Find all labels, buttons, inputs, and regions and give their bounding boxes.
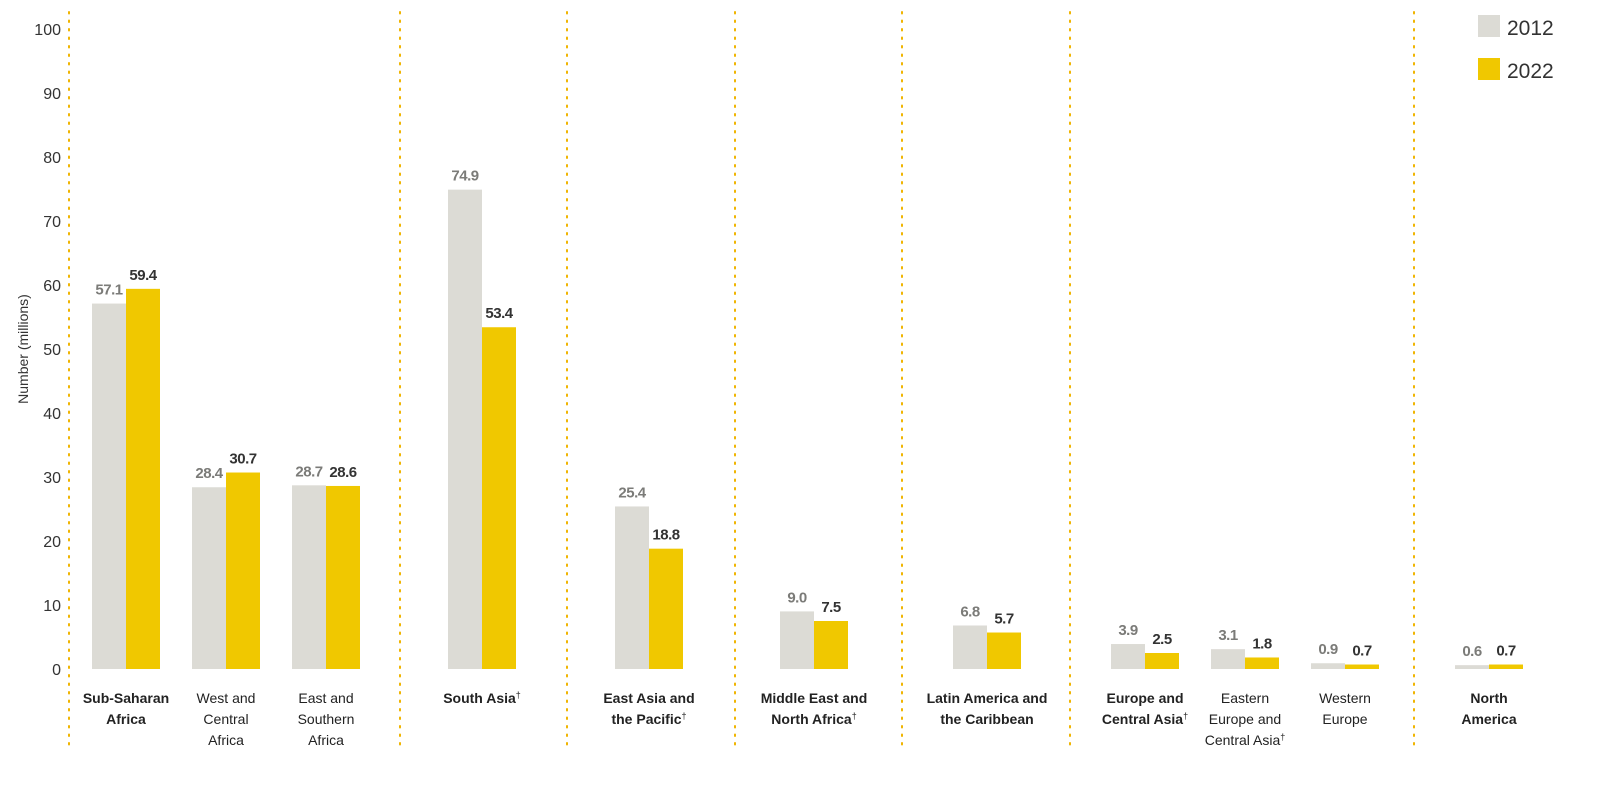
value-label-2022: 28.6 — [329, 464, 356, 481]
y-tick-label: 100 — [34, 22, 61, 39]
category-label: East and Southern Africa — [298, 690, 355, 748]
y-tick-label: 10 — [43, 598, 61, 615]
bar-2012 — [192, 487, 226, 669]
bar-2022 — [1245, 657, 1279, 669]
category-label: Europe and Central Asia† — [1102, 690, 1188, 727]
bar-2012 — [448, 189, 482, 669]
bar-2012 — [1311, 663, 1345, 669]
value-label-2022: 5.7 — [994, 611, 1014, 628]
bar-2012 — [92, 303, 126, 669]
category-label: Western Europe — [1319, 690, 1371, 727]
bar-2012 — [292, 485, 326, 669]
value-labels: 57.1 59.4 28.4 30.7 28.7 28.6 74.9 53.4 25.4 18.8… — [95, 168, 1516, 661]
value-label-2022: 59.4 — [129, 267, 157, 284]
y-tick-label: 30 — [43, 470, 61, 487]
category-label: Eastern Europe and Central Asia† — [1205, 690, 1286, 748]
value-label-2012: 28.7 — [295, 463, 322, 480]
value-label-2012: 9.0 — [787, 589, 807, 606]
legend-label-2022: 2022 — [1507, 60, 1554, 83]
bar-2012 — [953, 625, 987, 669]
category-label: East Asia and the Pacific† — [603, 690, 694, 727]
category-label: Middle East and North Africa† — [761, 690, 868, 727]
y-tick-label: 90 — [43, 86, 61, 103]
value-label-2012: 6.8 — [960, 603, 980, 620]
bar-2022 — [1145, 653, 1179, 669]
category-labels: Sub-Saharan Africa West and Central Africa Ea… — [83, 690, 1517, 748]
y-axis-label: Number (millions) — [15, 294, 31, 404]
value-label-2012: 0.9 — [1318, 641, 1338, 658]
bar-2022 — [326, 485, 360, 669]
bar-2012 — [1211, 649, 1245, 669]
value-label-2012: 74.9 — [451, 168, 478, 185]
y-axis: 0 10 20 30 40 50 60 70 80 90 100 — [34, 22, 61, 679]
value-label-2012: 3.1 — [1218, 627, 1238, 644]
value-label-2022: 0.7 — [1496, 643, 1516, 660]
value-label-2022: 18.8 — [652, 527, 679, 544]
category-label: South Asia† — [443, 690, 521, 706]
y-tick-label: 40 — [43, 406, 61, 423]
category-label: North America — [1461, 690, 1516, 727]
value-label-2022: 30.7 — [229, 451, 256, 468]
bar-2022 — [987, 632, 1021, 669]
y-tick-label: 20 — [43, 534, 61, 551]
value-label-2012: 28.4 — [195, 465, 223, 482]
value-label-2012: 57.1 — [95, 282, 122, 299]
bar-2012 — [1455, 665, 1489, 669]
bar-2012 — [780, 611, 814, 669]
value-label-2012: 25.4 — [618, 484, 646, 501]
value-label-2022: 0.7 — [1352, 643, 1372, 660]
y-tick-label: 70 — [43, 214, 61, 231]
y-tick-label: 60 — [43, 278, 61, 295]
value-label-2012: 0.6 — [1462, 643, 1482, 660]
value-label-2022: 2.5 — [1152, 631, 1172, 648]
bar-2012 — [615, 506, 649, 669]
bar-2022 — [649, 548, 683, 669]
value-label-2022: 1.8 — [1252, 635, 1272, 652]
bar-2022 — [482, 327, 516, 669]
bar-2012 — [1111, 644, 1145, 669]
bar-2022 — [814, 621, 848, 669]
bar-2022 — [226, 472, 260, 669]
bar-2022 — [126, 288, 160, 669]
value-label-2022: 7.5 — [821, 599, 841, 616]
group-separators — [68, 11, 1415, 746]
legend-label-2012: 2012 — [1507, 17, 1554, 40]
value-label-2012: 3.9 — [1118, 622, 1138, 639]
y-tick-label: 50 — [43, 342, 61, 359]
legend-swatch-2022 — [1478, 58, 1500, 80]
bar-2022 — [1345, 664, 1379, 669]
bar-2022 — [1489, 664, 1523, 669]
category-label: Sub-Saharan Africa — [83, 690, 169, 727]
y-tick-label: 80 — [43, 150, 61, 167]
legend: 2012 2022 — [1478, 15, 1554, 83]
bars — [92, 189, 1523, 669]
value-label-2022: 53.4 — [485, 305, 513, 322]
category-label: Latin America and the Caribbean — [927, 690, 1048, 727]
category-label: West and Central Africa — [197, 690, 256, 748]
legend-swatch-2012 — [1478, 15, 1500, 37]
y-tick-label: 0 — [52, 662, 61, 679]
